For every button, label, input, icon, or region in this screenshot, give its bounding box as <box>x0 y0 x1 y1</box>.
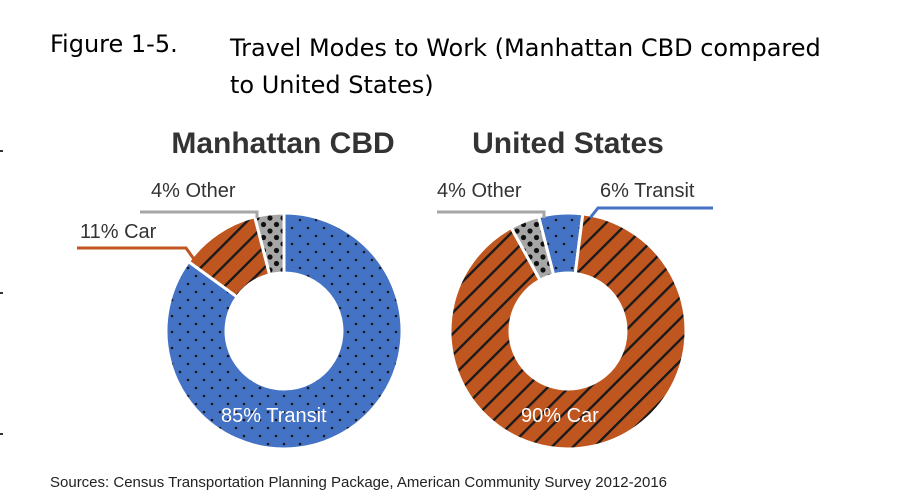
chart-manhattan-cbd: Manhattan CBD 4% Other 11% Car 85% Trans… <box>77 127 404 451</box>
chart-title-united-states: United States <box>472 127 664 160</box>
donut-charts: Manhattan CBD 4% Other 11% Car 85% Trans… <box>77 127 713 451</box>
donut-slice-transit <box>164 211 404 451</box>
chart-united-states: United States 4% Other 6% Transit 90% Ca… <box>437 127 713 451</box>
edge-mark <box>0 292 3 294</box>
edge-mark <box>0 433 3 435</box>
slice-label-transit-us: 6% Transit <box>600 180 695 202</box>
edge-mark <box>0 150 3 152</box>
figure-number: Figure 1-5. <box>50 30 178 58</box>
slices-united-states <box>448 211 688 451</box>
leaders-united-states <box>437 206 713 219</box>
chart-title-manhattan-cbd: Manhattan CBD <box>171 127 394 160</box>
donut-slice-car <box>186 214 272 300</box>
slice-label-other-manhattan: 4% Other <box>151 180 236 202</box>
slice-label-transit-manhattan: 85% Transit <box>221 405 327 427</box>
slice-label-car-us: 90% Car <box>521 405 599 427</box>
donut-slice-other <box>509 214 556 283</box>
leader-line-transit-us <box>588 206 713 219</box>
slice-label-other-us: 4% Other <box>437 180 522 202</box>
leader-line-other-us <box>437 210 546 218</box>
leaders-manhattan-cbd <box>77 210 259 263</box>
slice-label-car-manhattan: 11% Car <box>80 221 157 243</box>
leader-line-other-manhattan <box>140 210 259 218</box>
figure-title: Travel Modes to Work (Manhattan CBD comp… <box>230 34 821 99</box>
donut-slice-car <box>448 212 688 451</box>
leader-line-car-manhattan <box>77 246 198 263</box>
slices-manhattan-cbd <box>164 211 404 451</box>
source-note: Sources: Census Transportation Planning … <box>50 474 667 491</box>
